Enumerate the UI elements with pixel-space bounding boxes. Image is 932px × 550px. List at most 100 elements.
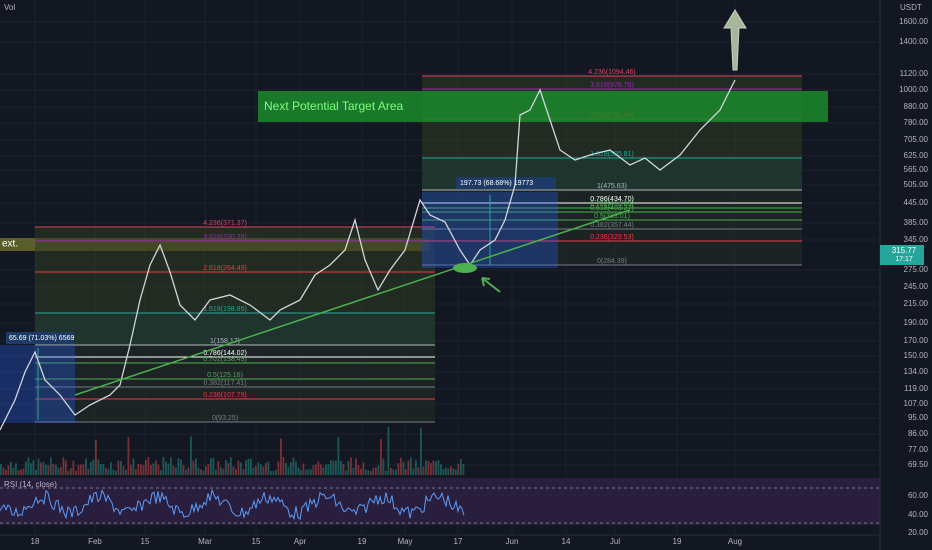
volume-bar	[372, 467, 375, 475]
volume-bar	[22, 468, 25, 475]
volume-bar	[37, 458, 40, 475]
volume-bar	[410, 457, 412, 475]
volume-bar	[267, 461, 270, 475]
volume-bar	[375, 467, 377, 475]
volume-bar	[117, 460, 120, 475]
time-tick-label: 19	[358, 537, 367, 546]
volume-bar	[120, 460, 122, 475]
volume-bar	[215, 469, 217, 475]
volume-bar	[80, 464, 82, 475]
fib-label: 0.702(416.03)	[590, 201, 634, 208]
price-tick-label: 780.00	[904, 118, 929, 127]
volume-bar	[150, 464, 152, 475]
volume-bar	[100, 464, 102, 475]
volume-bar	[460, 459, 462, 475]
volume-bar	[295, 461, 297, 475]
volume-bar	[365, 469, 367, 475]
volume-bar	[107, 469, 110, 475]
volume-bar	[360, 468, 362, 475]
volume-bar	[197, 467, 200, 475]
price-tick-label: 705.00	[904, 135, 929, 144]
volume-bar	[52, 464, 55, 475]
time-tick-label: 18	[31, 537, 40, 546]
volume-bar	[315, 464, 317, 475]
volume-bar	[105, 467, 107, 475]
volume-bar	[45, 464, 47, 475]
volume-bar	[55, 464, 57, 475]
price-tick-label: 1400.00	[899, 37, 928, 46]
fib-label: 0.786(144.02)	[203, 350, 247, 357]
price-line	[0, 79, 736, 431]
volume-bar	[250, 458, 252, 475]
time-tick-label: Aug	[728, 537, 742, 546]
volume-bar	[227, 462, 230, 475]
volume-bar	[252, 467, 255, 475]
volume-bar	[307, 468, 310, 475]
time-tick-label: 15	[141, 537, 150, 546]
price-tick-label: 170.00	[904, 336, 929, 345]
volume-bar	[207, 464, 210, 475]
volume-bar	[72, 460, 75, 475]
volume-bar	[335, 460, 337, 475]
fib-label: 0.236(329.53)	[590, 234, 634, 241]
volume-bar	[182, 465, 185, 475]
volume-bar	[417, 467, 420, 475]
price-tick-label: 245.00	[904, 282, 929, 291]
price-tick-label: 134.00	[904, 367, 929, 376]
volume-bar	[47, 465, 50, 475]
volume-bar	[350, 457, 352, 475]
volume-bar	[245, 460, 247, 475]
volume-bar	[25, 461, 27, 475]
fib-label: 0.5(125.16)	[207, 372, 243, 379]
trend-line	[74, 209, 631, 396]
volume-bar	[277, 461, 280, 475]
volume-bar	[327, 464, 330, 475]
volume-bar	[70, 467, 72, 475]
fib-label: 0(93.25)	[212, 415, 238, 422]
fib-label: 2.618(264.49)	[203, 265, 247, 272]
volume-bar	[380, 439, 382, 475]
volume-bar	[337, 437, 340, 475]
fib-label: 1(475.63)	[597, 183, 627, 190]
volume-bar	[422, 466, 425, 475]
volume-bar	[332, 460, 335, 475]
price-tick-label: 69.50	[908, 460, 929, 469]
countdown: 17:17	[895, 256, 913, 263]
volume-bar	[20, 469, 22, 475]
volume-bar	[445, 467, 447, 475]
volume-bar	[125, 469, 127, 475]
volume-bar	[317, 461, 320, 475]
volume-bar	[275, 469, 277, 475]
volume-bar	[425, 460, 427, 475]
volume-bar	[392, 469, 395, 475]
volume-bar	[50, 457, 52, 475]
volume-bar	[310, 469, 312, 475]
volume-bar	[110, 462, 112, 475]
volume-bar	[142, 465, 145, 475]
axis-labels: 1600.00 1400.00 1120.00 1000.00 880.00 780.00…	[31, 17, 929, 546]
volume-bar	[230, 457, 232, 475]
volume-bar	[352, 467, 355, 475]
touch-arrow	[481, 277, 501, 293]
volume-bar	[355, 458, 357, 475]
volume-bar	[10, 461, 12, 475]
price-tick-label: 275.00	[904, 265, 929, 274]
target-label: Next Potential Target Area	[264, 99, 404, 113]
volume-bar	[185, 469, 187, 475]
volume-bar	[225, 459, 227, 475]
volume-bar	[92, 459, 95, 475]
price-tick-label: 445.00	[904, 198, 929, 207]
volume-bar	[75, 470, 77, 475]
fib-label: 4.236(371.37)	[203, 220, 247, 227]
touch-marker	[453, 263, 477, 273]
price-tick-label: 119.00	[904, 384, 928, 393]
price-tick-label: 77.00	[908, 445, 929, 454]
price-tick-label: 190.00	[904, 318, 929, 327]
price-tick-label: 150.00	[904, 351, 929, 360]
volume-bar	[62, 457, 65, 475]
volume-bar	[312, 465, 315, 475]
time-tick-label: 19	[673, 537, 682, 546]
volume-bar	[67, 470, 70, 475]
volume-bar	[450, 466, 452, 475]
volume-bar	[200, 469, 202, 475]
